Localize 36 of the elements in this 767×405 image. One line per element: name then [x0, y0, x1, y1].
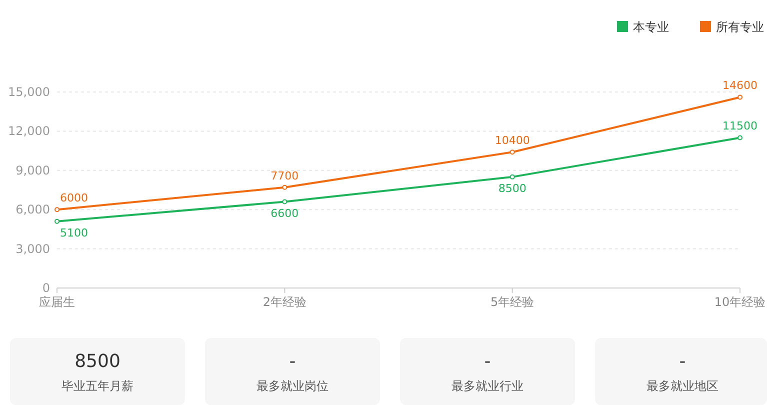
x-tick-label: 2年经验: [262, 295, 306, 309]
text: -: [484, 351, 491, 372]
text: 8500: [74, 351, 120, 372]
data-label: 14600: [722, 79, 758, 92]
text: 毕业五年月薪: [62, 379, 134, 393]
point: [510, 150, 515, 155]
text: 最多就业地区: [646, 379, 718, 393]
point: [54, 218, 60, 224]
data-label: 8500: [498, 182, 526, 195]
data-label: 11500: [722, 120, 758, 133]
data-label: 6600: [270, 206, 299, 220]
point: [510, 174, 515, 180]
point: [282, 199, 288, 204]
y-tick-label: 0: [42, 281, 50, 295]
text: 最多就业岗位: [256, 379, 328, 393]
text: 最多就业行业: [452, 379, 524, 393]
x-tick-label: 10年经验: [714, 295, 766, 309]
legend-label: 本专业: [633, 20, 669, 34]
point: [738, 94, 742, 100]
text: -: [679, 351, 686, 372]
point: [282, 184, 288, 190]
y-tick-label: 6,000: [16, 202, 50, 217]
y-tick-label: 15,000: [8, 85, 50, 99]
y-tick-label: 3,000: [16, 242, 50, 256]
point: [54, 207, 60, 212]
data-label: 5100: [60, 226, 88, 240]
y-tick-label: 9,000: [16, 163, 50, 178]
x-tick-label: 应届生: [39, 295, 75, 309]
data-label: 10400: [494, 134, 530, 148]
text: -: [289, 351, 296, 372]
point: [738, 135, 742, 140]
legend-label: 所有专业: [716, 20, 764, 34]
y-tick-label: 12,000: [8, 124, 50, 138]
data-label: 7700: [270, 169, 299, 182]
data-label: 6000: [60, 192, 88, 205]
x-tick-label: 5年经验: [490, 295, 534, 309]
